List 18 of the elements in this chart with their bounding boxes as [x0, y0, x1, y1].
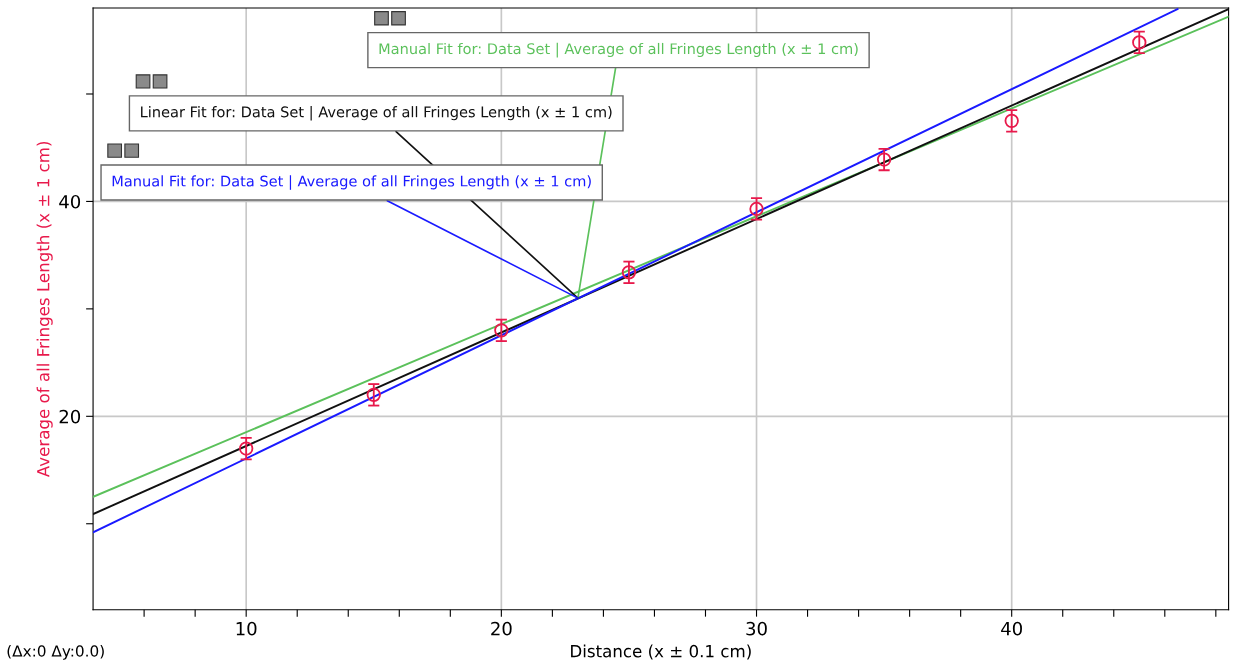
text: Linear Fit for: Data Set | Average of all Fringes Length (x ± 1 cm) — [141, 106, 612, 121]
text: Manual Fit for: Data Set | Average of all Fringes Length (x ± 1 cm) — [379, 42, 858, 58]
point — [1132, 35, 1147, 50]
point — [494, 323, 509, 338]
y-axis-title: Average of all Fringes Length (x ± 1 cm) — [36, 141, 53, 478]
x-tick-label: 40 — [1001, 621, 1022, 636]
x-tick-label: 20 — [491, 621, 512, 636]
x-axis-title: Distance (x ± 0.1 cm) — [571, 644, 751, 660]
point — [749, 201, 764, 217]
x-tick-label: 30 — [746, 621, 767, 636]
point — [366, 387, 381, 402]
text: (Δx:0 Δy:0.0) — [7, 645, 104, 660]
x-tick-label: 10 — [236, 621, 257, 636]
point — [239, 441, 254, 456]
point — [876, 152, 892, 167]
point — [621, 265, 637, 280]
text: Manual Fit for: Data Set | Average of all Fringes Length (x ± 1 cm) — [112, 175, 591, 190]
point — [1004, 113, 1019, 129]
